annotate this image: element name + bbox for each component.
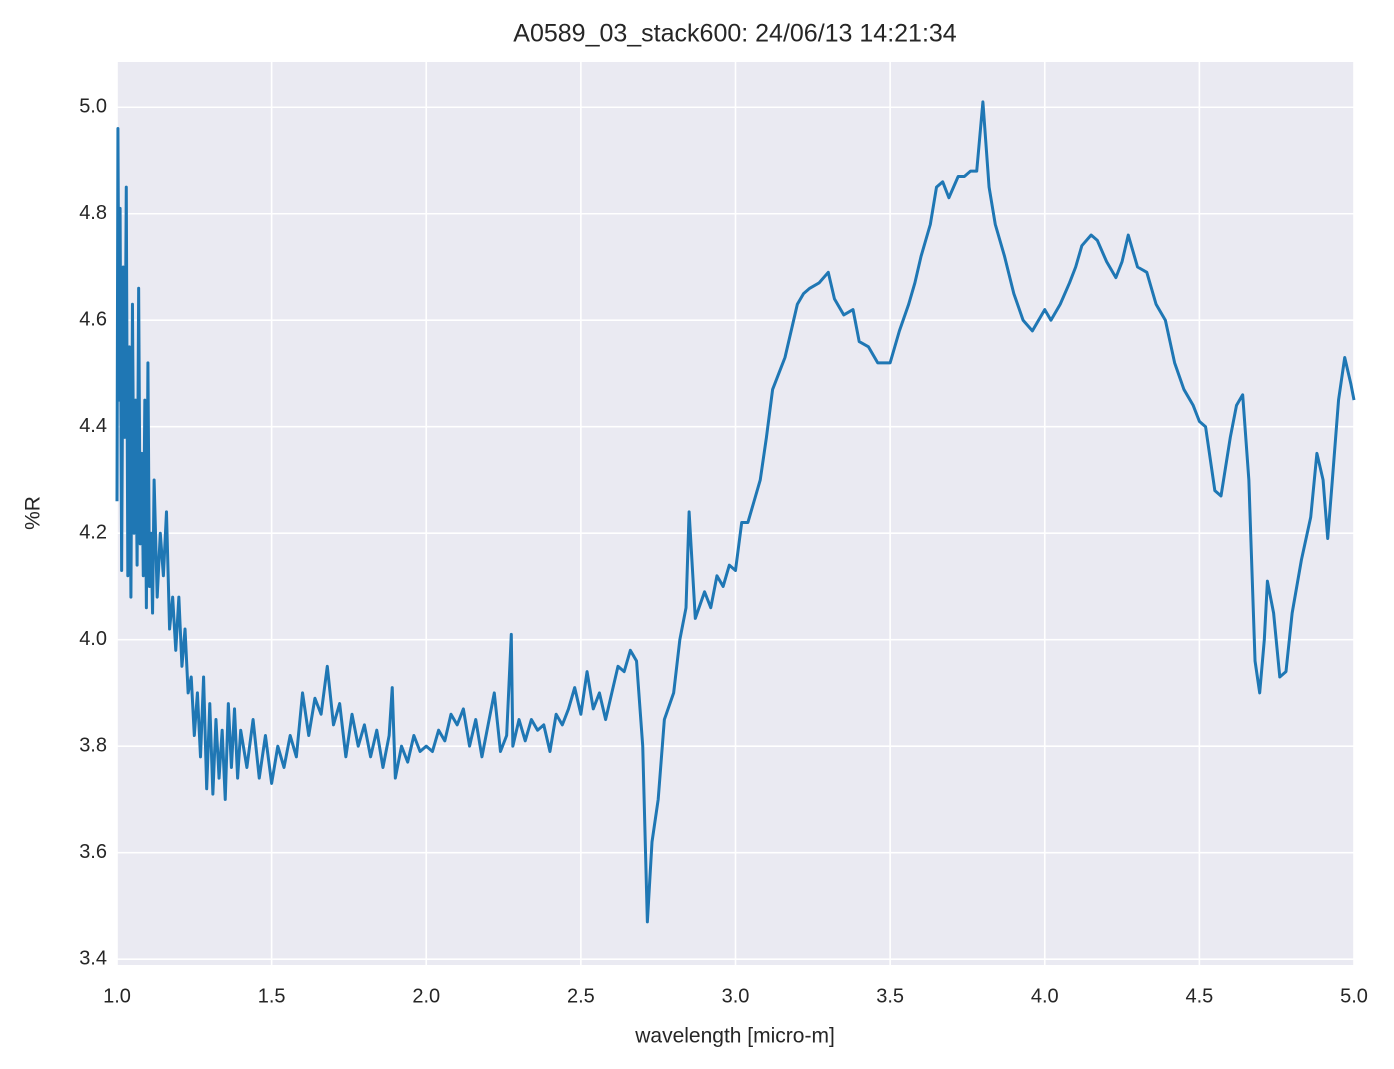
x-tick-label: 3.5 xyxy=(876,985,904,1007)
x-tick-label: 2.0 xyxy=(412,985,440,1007)
y-tick-label: 3.4 xyxy=(79,947,107,969)
x-tick-label: 1.0 xyxy=(103,985,131,1007)
data-line xyxy=(115,100,1356,924)
y-tick-label: 3.8 xyxy=(79,734,107,756)
y-axis-label: %R xyxy=(22,496,45,530)
y-tick-label: 4.2 xyxy=(79,521,107,543)
y-tick-label: 4.6 xyxy=(79,309,107,331)
x-tick-label: 4.5 xyxy=(1185,985,1213,1007)
y-tick-label: 5.0 xyxy=(79,96,107,118)
y-tick-label: 4.0 xyxy=(79,628,107,650)
x-tick-label: 4.0 xyxy=(1031,985,1059,1007)
y-tick-label: 4.4 xyxy=(79,415,107,437)
x-axis-label: wavelength [micro-m] xyxy=(634,1025,835,1048)
x-tick-label: 2.5 xyxy=(567,985,595,1007)
chart-title: A0589_03_stack600: 24/06/13 14:21:34 xyxy=(513,20,957,48)
y-tick-label: 3.6 xyxy=(79,841,107,863)
y-tick-label: 4.8 xyxy=(79,202,107,224)
x-tick-label: 5.0 xyxy=(1340,985,1368,1007)
x-tick-label: 1.5 xyxy=(258,985,286,1007)
x-tick-label: 3.0 xyxy=(722,985,750,1007)
